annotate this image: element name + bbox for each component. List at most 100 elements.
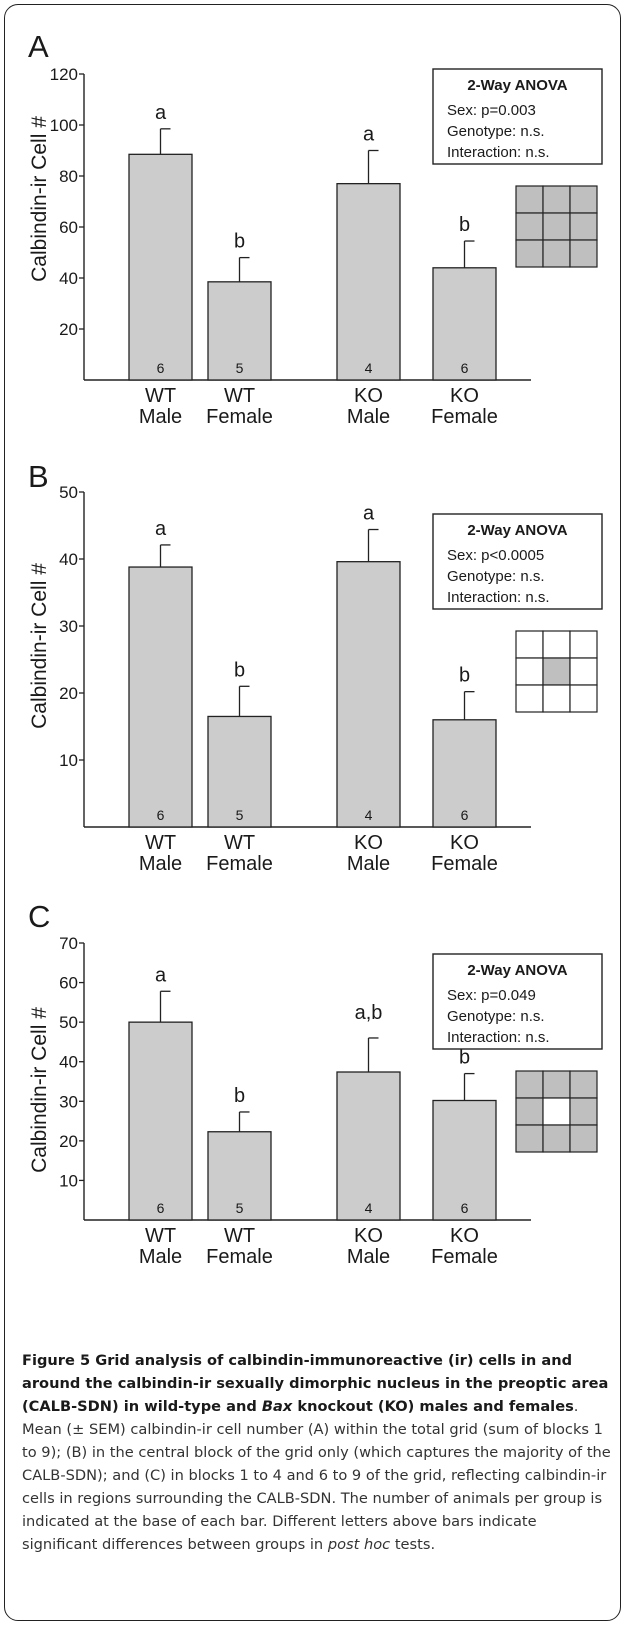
- x-tick-label: KO: [354, 1225, 383, 1247]
- x-tick-label: WT: [145, 385, 176, 407]
- anova-title: 2-Way ANOVA: [467, 962, 567, 979]
- y-axis-label: Calbindin-ir Cell #: [28, 116, 51, 282]
- grid-icon-block: [569, 1124, 598, 1153]
- bar: [432, 1099, 497, 1221]
- caption-bold-2: knockout (KO) males and females: [292, 1398, 574, 1415]
- grid-icon-block: [515, 657, 544, 686]
- grid-icon-block: [515, 1070, 544, 1099]
- y-tick-label: 10: [59, 751, 78, 770]
- grid-icon-block: [569, 1097, 598, 1126]
- grid-icon-block: [515, 1124, 544, 1153]
- x-tick-label: Male: [139, 1246, 182, 1268]
- anova-line: Sex: p=0.049: [447, 987, 536, 1004]
- anova-line: Genotype: n.s.: [447, 568, 545, 585]
- significance-letter: b: [459, 1047, 470, 1069]
- anova-box: [432, 953, 603, 1050]
- grid-icon-block: [515, 239, 544, 268]
- anova-line: Interaction: n.s.: [447, 589, 550, 606]
- anova-title: 2-Way ANOVA: [467, 77, 567, 94]
- bar: [207, 281, 272, 381]
- grid-icon-block: [542, 1124, 571, 1153]
- bar-n-label: 6: [461, 807, 469, 823]
- grid-icon-block: [569, 1070, 598, 1099]
- x-tick-label: Male: [347, 1246, 390, 1268]
- significance-letter: a,b: [355, 1002, 383, 1024]
- x-tick-label: Male: [347, 853, 390, 875]
- x-tick-label: KO: [354, 832, 383, 854]
- grid-icon-block: [542, 1097, 571, 1126]
- bar-n-label: 6: [461, 1200, 469, 1216]
- significance-letter: b: [459, 665, 470, 687]
- bar: [128, 566, 193, 828]
- significance-letter: a: [363, 503, 375, 525]
- figure-frame: [4, 4, 621, 1621]
- y-axis-label: Calbindin-ir Cell #: [28, 1007, 51, 1173]
- caption-text-1: . Mean (± SEM) calbindin-ir cell number …: [22, 1398, 611, 1553]
- anova-line: Interaction: n.s.: [447, 144, 550, 161]
- anova-line: Sex: p<0.0005: [447, 547, 544, 564]
- anova-box: [432, 68, 603, 165]
- grid-icon-block: [542, 1070, 571, 1099]
- x-tick-label: WT: [224, 1225, 255, 1247]
- grid-icon-block: [515, 212, 544, 241]
- x-tick-label: WT: [224, 832, 255, 854]
- grid-icon-block: [542, 657, 571, 686]
- significance-letter: a: [155, 102, 167, 124]
- x-tick-label: Female: [431, 1246, 498, 1268]
- figure-caption: Figure 5 Grid analysis of calbindin-immu…: [22, 1349, 612, 1556]
- grid-icon-block: [569, 630, 598, 659]
- anova-line: Interaction: n.s.: [447, 1029, 550, 1046]
- x-tick-label: Female: [431, 406, 498, 428]
- y-axis-label: Calbindin-ir Cell #: [28, 563, 51, 729]
- significance-letter: b: [234, 231, 245, 253]
- x-tick-label: KO: [450, 832, 479, 854]
- bar: [432, 267, 497, 381]
- anova-line: Genotype: n.s.: [447, 123, 545, 140]
- bar-n-label: 4: [365, 360, 373, 376]
- grid-icon-block: [569, 657, 598, 686]
- significance-letter: a: [155, 964, 167, 986]
- x-tick-label: Male: [139, 406, 182, 428]
- y-tick-label: 40: [59, 550, 78, 569]
- y-tick-label: 20: [59, 320, 78, 339]
- x-tick-label: Male: [139, 853, 182, 875]
- x-tick-label: KO: [450, 1225, 479, 1247]
- caption-bold-1: Figure 5 Grid analysis of calbindin-immu…: [22, 1352, 609, 1415]
- anova-line: Genotype: n.s.: [447, 1008, 545, 1025]
- bar: [336, 561, 401, 828]
- caption-italic: post hoc: [327, 1536, 391, 1553]
- x-tick-label: WT: [224, 385, 255, 407]
- significance-letter: b: [459, 214, 470, 236]
- significance-letter: b: [234, 659, 245, 681]
- y-tick-label: 120: [50, 65, 78, 84]
- bar-n-label: 6: [157, 1200, 165, 1216]
- grid-icon-block: [569, 684, 598, 713]
- bar: [432, 719, 497, 828]
- bar: [128, 1021, 193, 1221]
- anova-line: Sex: p=0.003: [447, 102, 536, 119]
- bar-n-label: 4: [365, 807, 373, 823]
- grid-icon-block: [515, 185, 544, 214]
- y-tick-label: 30: [59, 617, 78, 636]
- significance-letter: b: [234, 1085, 245, 1107]
- panel-label: B: [28, 459, 49, 494]
- bar: [336, 1071, 401, 1221]
- y-tick-label: 20: [59, 1132, 78, 1151]
- x-tick-label: Female: [206, 853, 273, 875]
- y-tick-label: 10: [59, 1171, 78, 1190]
- y-tick-label: 60: [59, 218, 78, 237]
- y-tick-label: 40: [59, 269, 78, 288]
- grid-icon-block: [515, 684, 544, 713]
- bar: [336, 182, 401, 381]
- y-tick-label: 80: [59, 167, 78, 186]
- x-tick-label: KO: [354, 385, 383, 407]
- y-tick-label: 60: [59, 974, 78, 993]
- bar-n-label: 5: [236, 1200, 244, 1216]
- grid-icon-block: [569, 239, 598, 268]
- y-tick-label: 70: [59, 934, 78, 953]
- anova-title: 2-Way ANOVA: [467, 522, 567, 539]
- y-tick-label: 100: [50, 116, 78, 135]
